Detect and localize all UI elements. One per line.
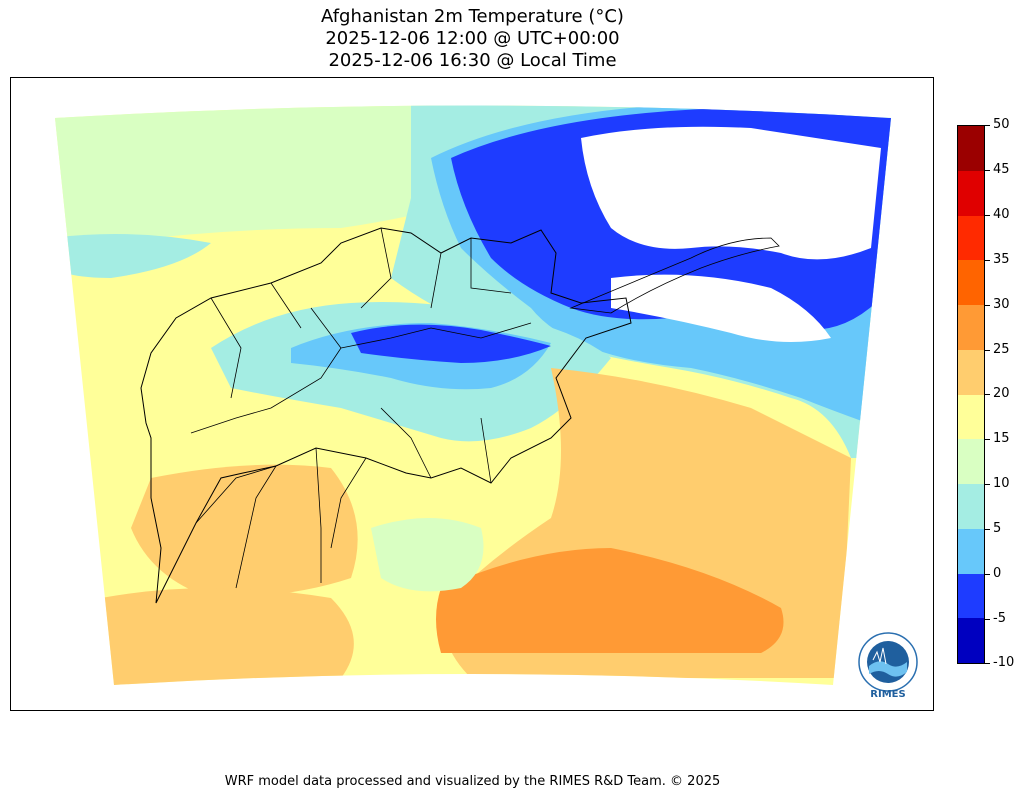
colorbar-label: -10 (993, 655, 1015, 670)
colorbar-label: 30 (993, 297, 1010, 312)
colorbar-tick (985, 663, 990, 664)
colorbar-label: 25 (993, 342, 1010, 357)
colorbar-tick (985, 305, 990, 306)
footer-credit: WRF model data processed and visualized … (224, 774, 721, 789)
colorbar (957, 125, 985, 664)
contour-10-15-nw (55, 105, 481, 248)
colorbar-segment (958, 215, 984, 261)
contour-below-neg10-east (611, 274, 831, 342)
colorbar-tick (985, 619, 990, 620)
contour-neg5-0-central (351, 324, 551, 363)
contour-20-25-far-southwest (101, 588, 354, 685)
colorbar-segment (958, 126, 984, 171)
colorbar-label: 15 (993, 431, 1010, 446)
colorbar-segment (958, 260, 984, 305)
colorbar-tick (985, 529, 990, 530)
colorbar-label: 10 (993, 476, 1010, 491)
wakhan-outline (569, 237, 780, 314)
colorbar-label: 5 (993, 521, 1002, 536)
colorbar-label: 40 (993, 207, 1010, 222)
title-line-2: 2025-12-06 12:00 @ UTC+00:00 (325, 28, 620, 49)
colorbar-tick (985, 350, 990, 351)
rimes-logo: RIMES (855, 632, 921, 700)
colorbar-tick (985, 394, 990, 395)
province-borders (190, 227, 532, 589)
colorbar-tick (985, 260, 990, 261)
contour-below-neg10 (581, 126, 881, 260)
title-line-3: 2025-12-06 16:30 @ Local Time (328, 50, 617, 71)
colorbar-label: 50 (993, 117, 1010, 132)
afghanistan-border (140, 227, 632, 604)
colorbar-tick (985, 439, 990, 440)
colorbar-tick (985, 574, 990, 575)
contour-25-30-south (436, 548, 784, 653)
colorbar-segment (958, 484, 984, 529)
colorbar-tick (985, 484, 990, 485)
colorbar-tick (985, 170, 990, 171)
colorbar-segment (958, 305, 984, 350)
colorbar-segment (958, 170, 984, 216)
logo-text: RIMES (870, 689, 905, 700)
contour-10-15-patch (371, 518, 484, 592)
colorbar-label: 0 (993, 566, 1002, 581)
title-line-1: Afghanistan 2m Temperature (°C) (321, 6, 624, 27)
colorbar-label: -5 (993, 611, 1006, 626)
temperature-map (55, 105, 891, 685)
contour-20-25-southwest (131, 464, 358, 598)
colorbar-segment (958, 394, 984, 440)
colorbar-segment (958, 349, 984, 395)
colorbar-segment (958, 618, 984, 663)
colorbar-tick (985, 215, 990, 216)
rimes-logo-icon: RIMES (858, 632, 918, 700)
colorbar-label: 35 (993, 252, 1010, 267)
colorbar-label: 20 (993, 386, 1010, 401)
map-title: Afghanistan 2m Temperature (°C) 2025-12-… (10, 6, 935, 72)
colorbar-segment (958, 528, 984, 574)
contour-5-10-west (55, 234, 211, 278)
map-frame (10, 77, 934, 711)
colorbar-tick (985, 125, 990, 126)
colorbar-label: 45 (993, 162, 1010, 177)
colorbar-segment (958, 439, 984, 484)
colorbar-segment (958, 573, 984, 619)
